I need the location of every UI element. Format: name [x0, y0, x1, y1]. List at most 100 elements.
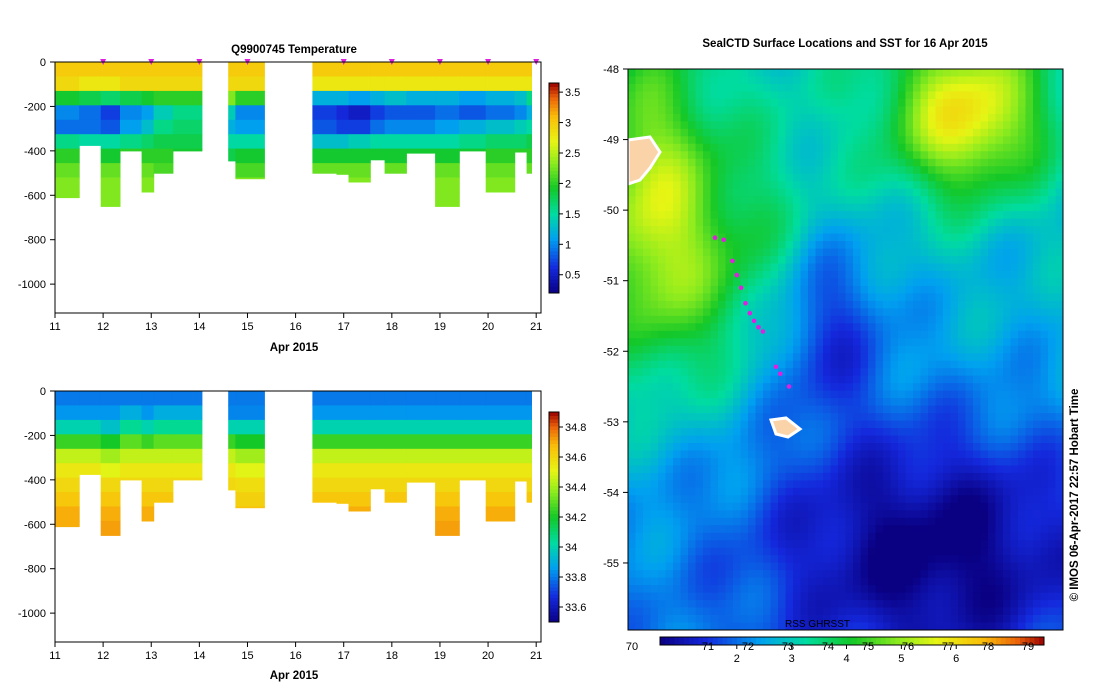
- sst-cell: [815, 525, 824, 534]
- sst-cell: [823, 540, 831, 549]
- sst-cell: [898, 308, 906, 317]
- sst-cell: [1018, 525, 1026, 534]
- sst-cell: [943, 203, 951, 212]
- section-cell: [384, 477, 407, 493]
- sst-cell: [958, 203, 966, 212]
- sst-cell: [913, 592, 921, 601]
- sst-cell: [643, 465, 651, 474]
- sst-cell: [1040, 383, 1049, 392]
- sst-colorbar-swatch: [727, 637, 733, 645]
- sst-cell: [658, 495, 666, 504]
- sst-cell: [635, 181, 644, 190]
- section-cell: [141, 62, 155, 77]
- sst-cell: [905, 435, 914, 444]
- sst-cell: [823, 211, 831, 219]
- sst-cell: [905, 443, 914, 451]
- sst-cell: [883, 91, 891, 100]
- sst-cell: [995, 278, 1004, 287]
- sst-cell: [688, 285, 696, 294]
- sst-cell: [980, 76, 989, 85]
- sst-cell: [763, 360, 771, 369]
- sst-cell: [973, 91, 981, 100]
- sst-cell: [920, 188, 929, 197]
- section-cell: [435, 148, 460, 164]
- sst-cell: [1055, 615, 1064, 623]
- section-cell: [141, 463, 155, 479]
- sst-cell: [650, 203, 659, 212]
- sst-cell: [1033, 562, 1041, 571]
- section-cell: [100, 463, 121, 479]
- sst-cell: [958, 166, 966, 175]
- sst-cell: [980, 106, 989, 115]
- sst-cell: [928, 188, 936, 197]
- sst-cell: [808, 502, 816, 511]
- sst-cell: [868, 196, 876, 205]
- sst-cell: [1010, 450, 1019, 459]
- sst-cell: [928, 330, 936, 339]
- sst-cell: [943, 525, 951, 534]
- sst-cell: [980, 435, 989, 444]
- sst-cell: [890, 510, 899, 519]
- sst-cell: [988, 555, 996, 564]
- sst-cell: [1040, 158, 1049, 167]
- sst-cell: [808, 196, 816, 205]
- sst-cell: [875, 158, 884, 167]
- sst-cell: [665, 622, 674, 631]
- section-cell: [526, 62, 532, 77]
- sst-cell: [778, 443, 786, 451]
- sst-cell: [830, 323, 839, 332]
- sst-cell: [770, 76, 779, 85]
- sst-cell: [913, 390, 921, 399]
- sst-cell: [838, 368, 846, 377]
- sst-cell: [1010, 263, 1019, 272]
- sst-cell: [823, 345, 831, 354]
- sst-cell: [680, 510, 689, 519]
- section-cell: [172, 419, 203, 435]
- sst-cell: [973, 136, 981, 145]
- sst-cell: [875, 577, 884, 586]
- sst-cell: [1033, 226, 1041, 234]
- sst-cell: [778, 121, 786, 130]
- sst-cell: [650, 83, 659, 92]
- sst-cell: [965, 345, 974, 354]
- sst-cell: [868, 330, 876, 339]
- sst-cell: [988, 600, 996, 608]
- sst-cell: [958, 570, 966, 579]
- sst-cell: [763, 413, 771, 421]
- sst-cell: [943, 241, 951, 249]
- section-cell: [485, 177, 516, 193]
- sst-cell: [958, 577, 966, 586]
- sst-cell: [1033, 390, 1041, 399]
- sst-cell: [935, 143, 944, 152]
- sst-cell: [688, 562, 696, 571]
- sst-cell: [718, 188, 726, 197]
- section-cell: [100, 492, 121, 508]
- sst-cell: [628, 390, 636, 399]
- sst-cell: [725, 91, 734, 100]
- sst-cell: [845, 570, 854, 579]
- sst-cell: [995, 166, 1004, 175]
- sst-cell: [823, 592, 831, 601]
- sst-cell: [965, 248, 974, 257]
- sst-cell: [688, 585, 696, 593]
- sst-cell: [838, 173, 846, 182]
- sst-cell: [995, 248, 1004, 257]
- sst-cell: [988, 113, 996, 122]
- sst-cell: [988, 570, 996, 579]
- sst-cell: [770, 338, 779, 347]
- sst-cell: [965, 502, 974, 511]
- sst-cell: [695, 196, 704, 205]
- sst-cell: [665, 196, 674, 205]
- sst-cell: [665, 151, 674, 160]
- sst-cell: [658, 285, 666, 294]
- sst-cell: [718, 248, 726, 257]
- sst-cell: [958, 435, 966, 444]
- sst-cell: [943, 196, 951, 205]
- sst-cell: [763, 285, 771, 294]
- sst-cell: [875, 360, 884, 369]
- sst-cell: [973, 226, 981, 234]
- y-tick-label: 0: [40, 57, 46, 69]
- sst-cell: [740, 256, 749, 264]
- sst-cell: [1010, 525, 1019, 534]
- sst-cell: [838, 248, 846, 257]
